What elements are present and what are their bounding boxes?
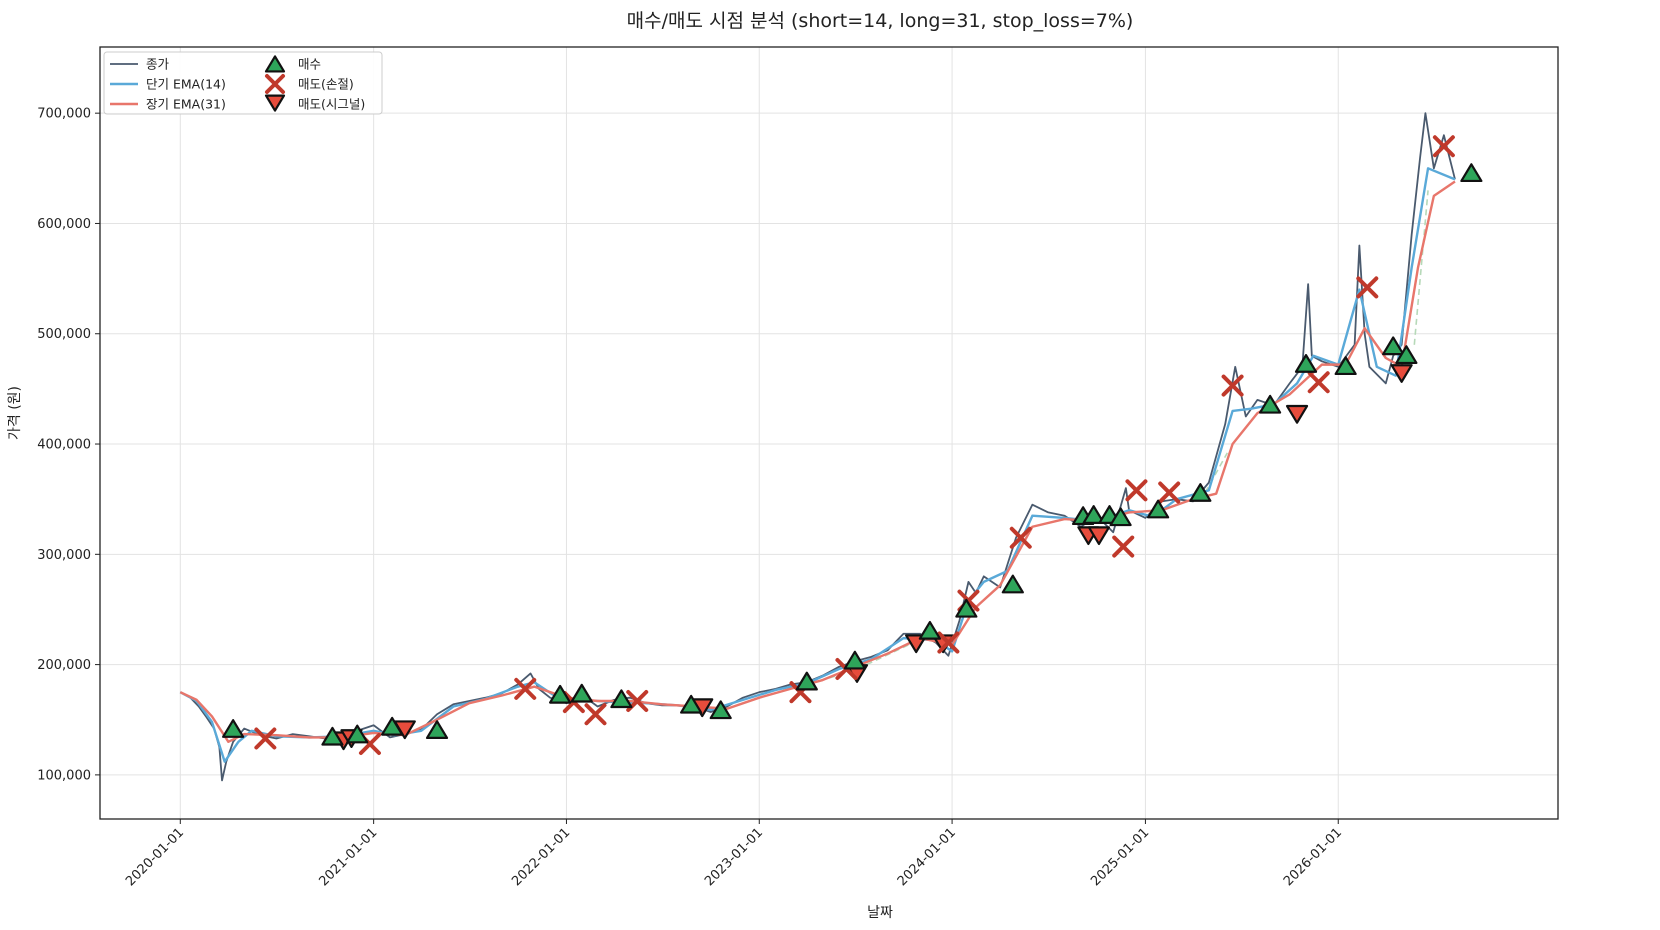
buy-marker (570, 683, 593, 703)
stop-loss-marker (254, 727, 277, 750)
cross-stroke (1356, 276, 1379, 299)
buy-marker (680, 694, 703, 714)
legend-signal-sell-swatch (264, 94, 286, 112)
stop-loss-marker (1112, 535, 1135, 558)
buy-marker (1147, 499, 1170, 519)
y-tick-label: 700,000 (37, 107, 91, 122)
y-tick-label: 100,000 (37, 768, 91, 783)
buy-marker (1395, 345, 1418, 365)
stop-loss-marker (1307, 371, 1330, 394)
cross-stroke (1009, 526, 1032, 549)
x-tick-label: 2026-01-01 (1281, 825, 1345, 889)
buy-marker (1109, 507, 1132, 527)
plot-frame (99, 46, 1559, 820)
buy-marker (1001, 574, 1024, 594)
x-axis-label: 날짜 (867, 905, 893, 921)
stop-loss-marker (937, 631, 960, 654)
series-layer (179, 112, 1456, 782)
x-tick-label: 2021-01-01 (316, 825, 380, 889)
y-tick-label: 600,000 (37, 217, 91, 232)
buy-marker (610, 689, 633, 709)
stop-loss-marker (584, 703, 607, 726)
buy-marker (425, 720, 449, 739)
tick-layer: 100,000 200,000 300,000 400,000 500,000 600,0… (37, 107, 1345, 890)
y-tick-label: 400,000 (37, 438, 91, 453)
legend-label: 매수 (298, 57, 321, 72)
x-tick-label: 2025-01-01 (1088, 825, 1152, 889)
short-ema-line (179, 167, 1456, 763)
cross-stroke (1125, 479, 1148, 502)
legend-buy-swatch (264, 55, 286, 73)
cross-stroke (1112, 535, 1135, 558)
cross-stroke (584, 703, 607, 726)
buy-marker (1258, 394, 1282, 414)
x-tick-label: 2022-01-01 (509, 825, 573, 889)
legend-box (103, 51, 383, 115)
legend-label: 매도(시그널) (298, 97, 365, 112)
buy-marker (222, 719, 245, 738)
grid-layer (100, 47, 1558, 819)
buy-marker (955, 598, 978, 618)
stop-loss-marker (1356, 276, 1379, 299)
x-tick-label: 2024-01-01 (895, 825, 959, 889)
buy-marker (1382, 336, 1405, 356)
legend-label: 단기 EMA(14) (146, 77, 226, 92)
legend-label: 매도(손절) (298, 77, 354, 92)
cross-stroke (265, 74, 285, 94)
stop-loss-marker (1158, 481, 1181, 504)
buy-marker (321, 726, 344, 746)
marker-layer (222, 135, 1483, 756)
buy-marker (1334, 356, 1357, 376)
long-ema-line (179, 180, 1456, 743)
stop-loss-marker (1221, 374, 1244, 397)
y-tick-label: 300,000 (37, 548, 91, 563)
stop-loss-marker (1009, 526, 1032, 549)
stop-loss-marker (1125, 479, 1148, 502)
buy-marker (1082, 505, 1105, 524)
x-tick-label: 2020-01-01 (123, 825, 187, 889)
cross-stroke (358, 733, 381, 756)
buy-marker (346, 724, 369, 744)
legend-label: 종가 (146, 57, 170, 72)
signal-sell-marker (1087, 526, 1111, 546)
stop-loss-marker (514, 677, 537, 700)
signal-sell-marker (1390, 364, 1413, 383)
stop-loss-marker (1432, 135, 1455, 158)
x-tick-label: 2023-01-01 (702, 825, 766, 889)
buy-marker (549, 684, 572, 704)
trend-layer (800, 190, 1429, 688)
y-tick-label: 500,000 (37, 327, 91, 342)
legend-stop-swatch (265, 74, 285, 94)
cross-stroke (254, 727, 277, 750)
buy-marker (918, 620, 941, 640)
buy-marker (381, 716, 404, 736)
cross-stroke (1432, 135, 1455, 158)
legend-label: 장기 EMA(31) (146, 97, 226, 112)
buy-marker (709, 700, 732, 720)
buy-marker (1189, 483, 1212, 502)
cross-stroke (1221, 374, 1244, 397)
buy-marker (795, 671, 818, 691)
trend-line (1413, 190, 1429, 345)
chart-title: 매수/매도 시점 분석 (short=14, long=31, stop_los… (626, 10, 1134, 32)
cross-stroke (1158, 481, 1181, 504)
signal-sell-marker (1285, 404, 1309, 424)
buy-marker (1460, 163, 1483, 183)
buy-marker (843, 650, 866, 670)
buy-marker (1294, 354, 1318, 373)
y-tick-label: 200,000 (37, 658, 91, 673)
cross-stroke (1307, 371, 1330, 394)
cross-stroke (937, 631, 960, 654)
cross-stroke (514, 677, 537, 700)
